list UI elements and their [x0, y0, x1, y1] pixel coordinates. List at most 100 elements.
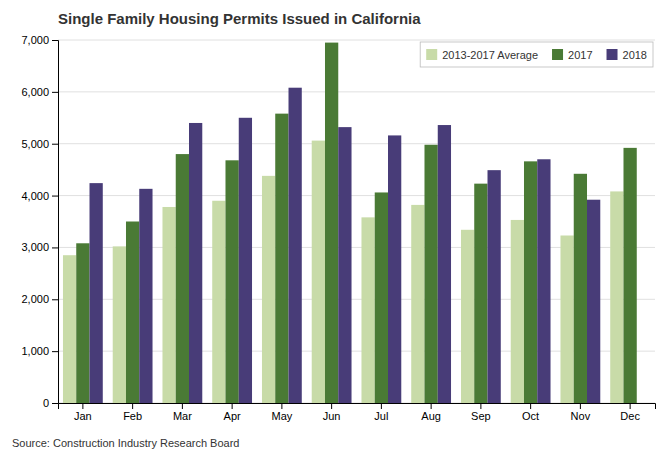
bar	[76, 243, 89, 403]
tick-mark	[52, 40, 58, 41]
tick-mark	[630, 403, 631, 409]
bar	[212, 201, 225, 403]
bar	[461, 230, 474, 403]
bar	[438, 125, 451, 403]
bar	[289, 88, 302, 403]
tick: Sep	[471, 403, 491, 422]
legend-frame	[420, 42, 653, 67]
y-axis: 0 1,000 2,000 3,000 4,000 5,000 6,000 7,000	[21, 34, 58, 409]
tick-label: 2,000	[21, 293, 49, 305]
tick-mark	[530, 403, 531, 409]
bar	[162, 207, 175, 403]
tick-label: 7,000	[21, 34, 49, 46]
tick-mark	[52, 299, 58, 300]
bar	[262, 176, 275, 403]
tick-mark	[132, 403, 133, 409]
tick-mark	[381, 403, 382, 409]
tick-label: Jul	[374, 410, 388, 422]
tick-mark	[52, 247, 58, 248]
annotation: Source: Construction Industry Research B…	[12, 437, 239, 449]
bar	[275, 114, 288, 403]
bar	[126, 222, 139, 404]
tick-label: 3,000	[21, 241, 49, 253]
bar	[411, 205, 424, 403]
tick-mark	[52, 196, 58, 197]
bar	[574, 174, 587, 403]
bar	[610, 191, 623, 403]
tick: Nov	[571, 403, 591, 422]
bar	[474, 184, 487, 403]
legend-item: 2017	[552, 49, 592, 61]
bar	[239, 118, 252, 403]
tick-mark	[431, 403, 432, 409]
tick: 2,000	[21, 293, 58, 305]
tick-mark	[182, 403, 183, 409]
tick-mark	[52, 92, 58, 93]
tick: Apr	[224, 403, 241, 422]
legend-label: 2018	[623, 49, 647, 61]
legend-item: 2013-2017 Average	[426, 49, 538, 61]
grid	[58, 40, 655, 403]
bar	[361, 217, 374, 403]
grid-line	[58, 91, 655, 92]
chart: JanFebMarAprMayJunJulAugSepOctNovDec01,0…	[0, 0, 670, 455]
tick: 0	[43, 397, 58, 409]
tick-mark	[52, 351, 58, 352]
tick-label: 0	[43, 397, 49, 409]
grid-line	[58, 40, 655, 41]
bar	[511, 220, 524, 403]
tick-mark	[232, 403, 233, 409]
tick-label: 5,000	[21, 138, 49, 150]
legend-swatch	[426, 49, 437, 60]
bar	[537, 159, 550, 403]
tick: Jul	[374, 403, 388, 422]
tick-mark	[281, 403, 282, 409]
tick-label: Oct	[522, 410, 539, 422]
bar	[176, 154, 189, 403]
grid-line	[58, 143, 655, 144]
tick: Jun	[323, 403, 341, 422]
tick-label: 4,000	[21, 190, 49, 202]
legend-swatch	[607, 49, 618, 60]
tick-mark	[82, 403, 83, 409]
bar	[623, 148, 636, 403]
bar	[113, 246, 126, 403]
bar	[424, 145, 437, 403]
tick: Dec	[620, 403, 640, 422]
tick-label: Jun	[323, 410, 341, 422]
tick-label: Jan	[74, 410, 92, 422]
tick-label: Nov	[571, 410, 591, 422]
legend-label: 2017	[568, 49, 592, 61]
bar	[63, 255, 76, 403]
bar	[90, 183, 103, 403]
legend-item: 2018	[607, 49, 647, 61]
x-axis: JanFebMarAprMayJunJulAugSepOctNovDec	[59, 403, 656, 422]
axis-line	[59, 404, 656, 410]
title: Single Family Housing Permits Issued in …	[58, 10, 421, 27]
tick: 5,000	[21, 138, 58, 150]
bar	[225, 160, 238, 403]
tick: Aug	[421, 403, 441, 422]
axis-line	[52, 41, 59, 404]
bar	[325, 43, 338, 403]
plot: JanFebMarAprMayJunJulAugSepOctNovDec01,0…	[21, 34, 655, 422]
tick: Oct	[522, 403, 539, 422]
bar	[488, 170, 501, 403]
tick: 4,000	[21, 190, 58, 202]
bar	[560, 236, 573, 403]
bar	[524, 161, 537, 403]
bar	[375, 192, 388, 403]
tick-label: 6,000	[21, 86, 49, 98]
tick-label: 1,000	[21, 345, 49, 357]
bar	[388, 135, 401, 403]
tick: 3,000	[21, 241, 58, 253]
bars	[63, 43, 637, 403]
legend-swatch	[552, 49, 563, 60]
tick-mark	[331, 403, 332, 409]
tick: Feb	[123, 403, 142, 422]
tick: 1,000	[21, 345, 58, 357]
tick-mark	[52, 403, 58, 404]
tick-label: Sep	[471, 410, 491, 422]
bar	[312, 141, 325, 403]
tick-mark	[580, 403, 581, 409]
